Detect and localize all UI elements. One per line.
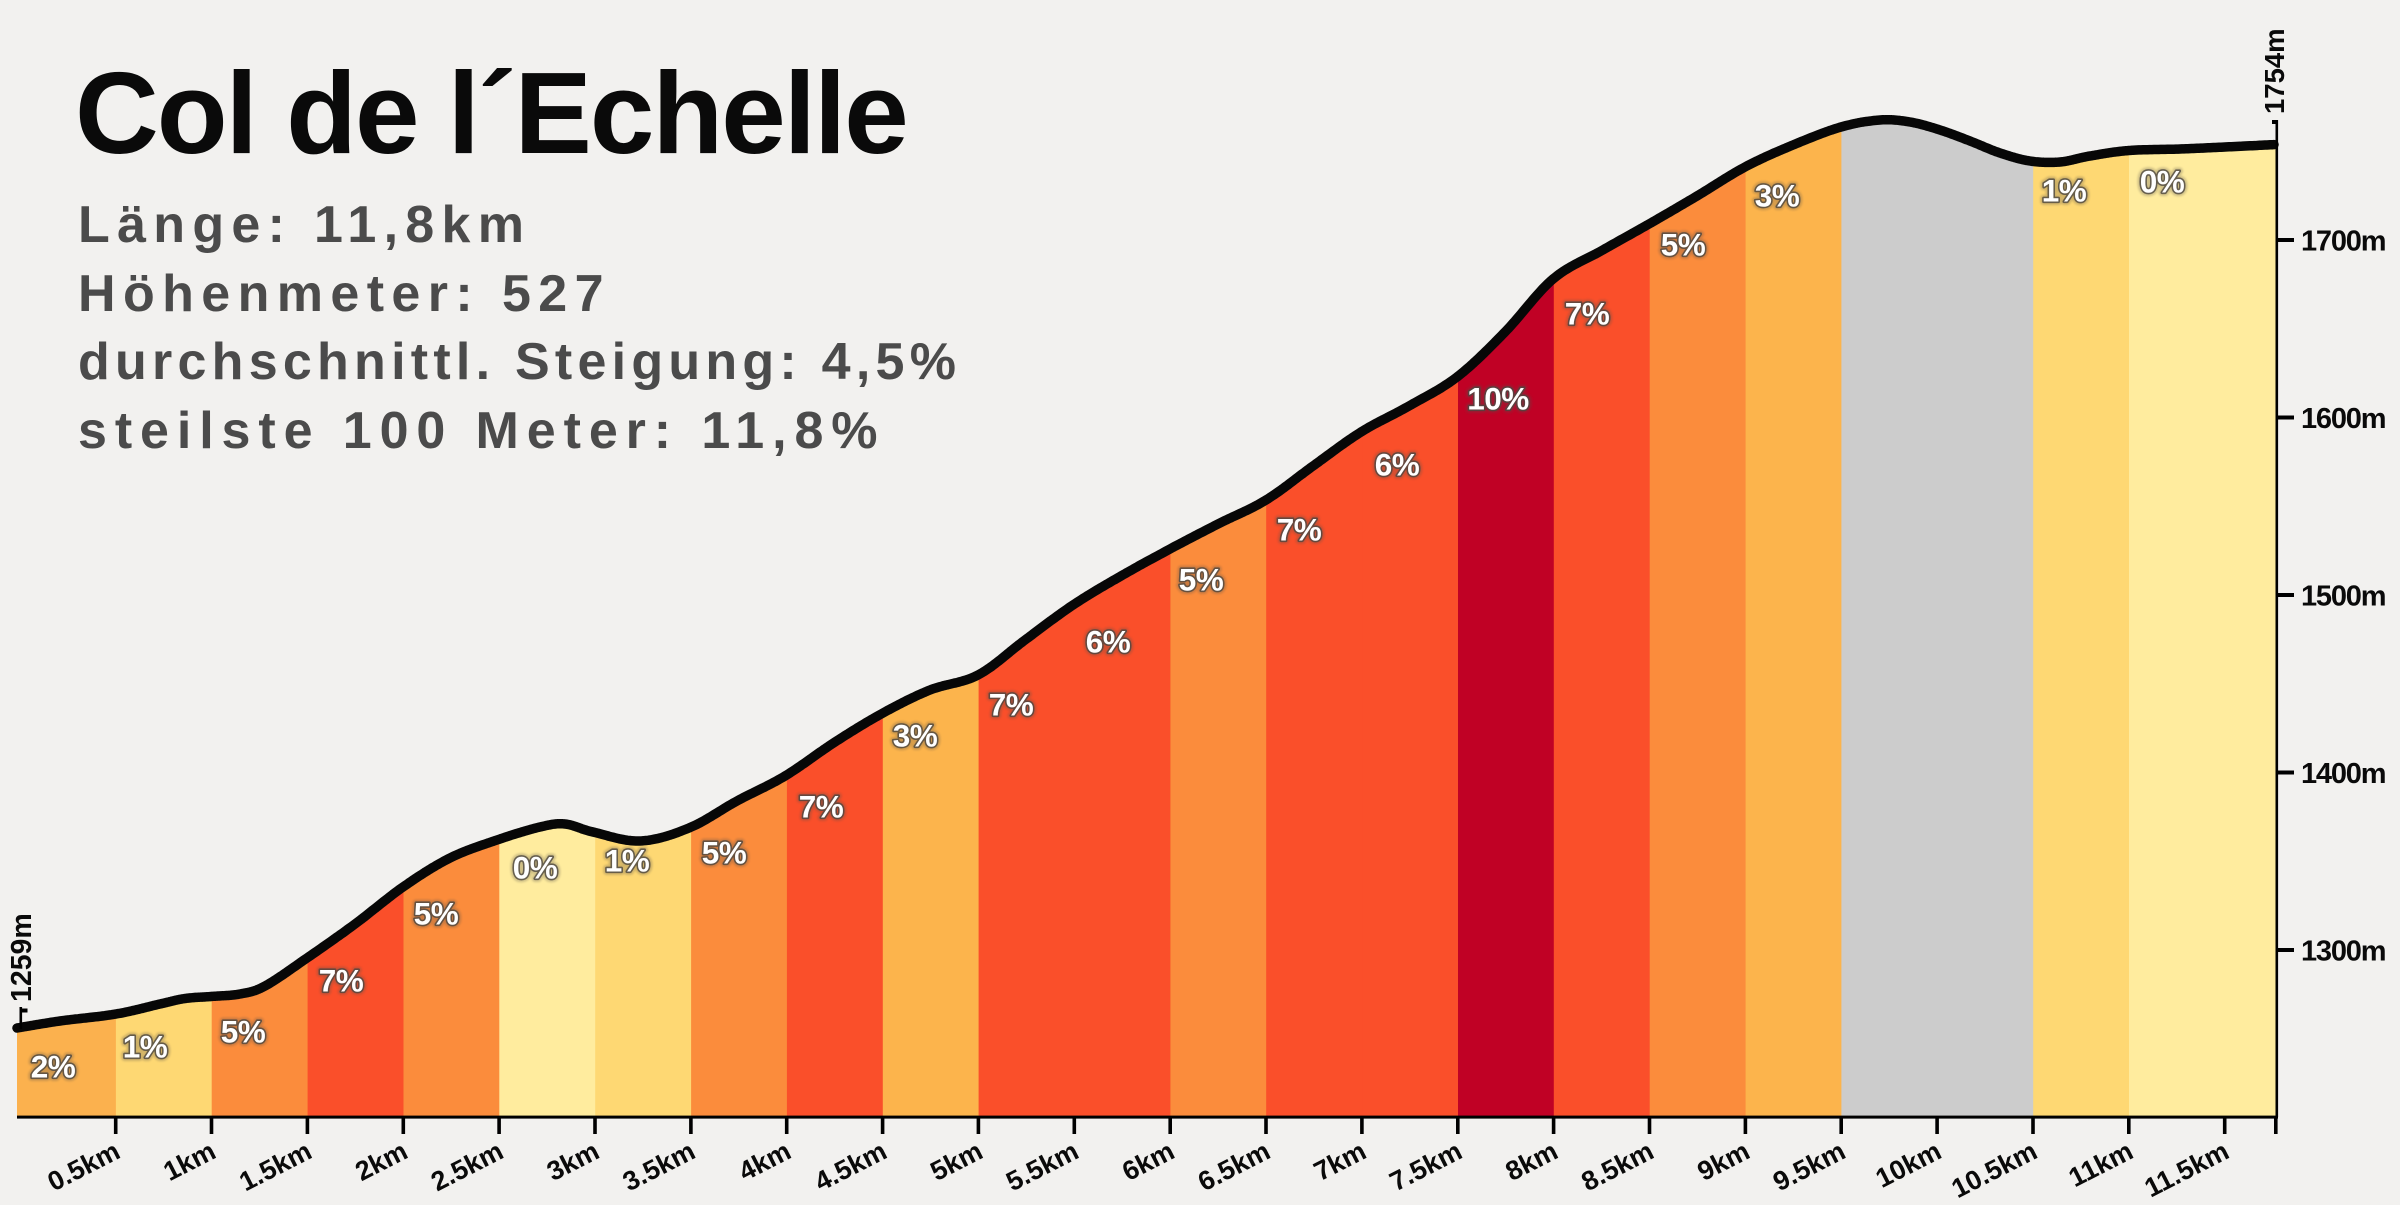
svg-text:5%: 5% <box>1179 562 1224 598</box>
svg-text:6%: 6% <box>1086 624 1131 660</box>
svg-text:3%: 3% <box>1755 178 1800 214</box>
svg-text:5%: 5% <box>1661 227 1706 263</box>
svg-text:8.5km: 8.5km <box>1577 1136 1659 1197</box>
svg-text:7%: 7% <box>989 687 1034 723</box>
svg-text:1%: 1% <box>605 843 650 879</box>
svg-text:1300m: 1300m <box>2301 936 2385 968</box>
svg-text:6.5km: 6.5km <box>1193 1136 1275 1197</box>
svg-text:5%: 5% <box>414 896 459 932</box>
svg-text:1700m: 1700m <box>2301 226 2385 258</box>
svg-text:1400m: 1400m <box>2301 758 2385 790</box>
svg-text:5%: 5% <box>1661 227 1706 263</box>
svg-text:0%: 0% <box>2140 164 2185 200</box>
svg-text:8km: 8km <box>1501 1136 1563 1187</box>
svg-text:3%: 3% <box>893 718 938 754</box>
svg-text:6%: 6% <box>1375 447 1420 483</box>
svg-text:7%: 7% <box>319 963 364 999</box>
svg-text:0%: 0% <box>513 850 558 886</box>
svg-text:Länge: 11,8km: Länge: 11,8km <box>78 196 531 254</box>
svg-text:1754m: 1754m <box>2259 28 2290 114</box>
svg-text:1259m: 1259m <box>6 913 38 1002</box>
svg-text:7%: 7% <box>1277 512 1322 548</box>
svg-text:steilste 100 Meter: 11,8%: steilste 100 Meter: 11,8% <box>78 402 885 460</box>
svg-text:Col de l´Echelle: Col de l´Echelle <box>75 48 907 178</box>
svg-text:1600m: 1600m <box>2301 403 2385 435</box>
svg-text:7.5km: 7.5km <box>1385 1136 1467 1197</box>
svg-text:11km: 11km <box>2064 1136 2138 1193</box>
svg-text:5%: 5% <box>221 1014 266 1050</box>
svg-text:3.5km: 3.5km <box>618 1136 700 1197</box>
svg-text:Höhenmeter: 527: Höhenmeter: 527 <box>78 265 611 323</box>
svg-text:7%: 7% <box>799 789 844 825</box>
svg-text:durchschnittl. Steigung: 4,5%: durchschnittl. Steigung: 4,5% <box>78 333 961 391</box>
svg-text:10km: 10km <box>1871 1136 1946 1194</box>
svg-text:6km: 6km <box>1117 1136 1179 1187</box>
svg-text:6%: 6% <box>1086 624 1131 660</box>
svg-text:2%: 2% <box>31 1049 76 1085</box>
svg-text:7%: 7% <box>319 963 364 999</box>
svg-text:5%: 5% <box>1179 562 1224 598</box>
svg-text:1%: 1% <box>123 1029 168 1065</box>
svg-text:10%: 10% <box>1467 381 1529 417</box>
svg-text:5%: 5% <box>702 835 747 871</box>
svg-text:9km: 9km <box>1693 1136 1755 1187</box>
svg-text:7%: 7% <box>799 789 844 825</box>
svg-text:0%: 0% <box>513 850 558 886</box>
svg-text:7%: 7% <box>1565 296 1610 332</box>
svg-text:1%: 1% <box>2042 173 2087 209</box>
svg-text:1%: 1% <box>605 843 650 879</box>
svg-text:7%: 7% <box>1277 512 1322 548</box>
svg-text:4.5km: 4.5km <box>810 1136 892 1197</box>
svg-text:0%: 0% <box>2140 164 2185 200</box>
svg-text:7%: 7% <box>989 687 1034 723</box>
svg-text:5%: 5% <box>414 896 459 932</box>
svg-text:3%: 3% <box>1755 178 1800 214</box>
svg-text:1500m: 1500m <box>2301 581 2385 613</box>
svg-text:2%: 2% <box>31 1049 76 1085</box>
svg-text:0%: 0% <box>2140 164 2185 200</box>
svg-text:5km: 5km <box>926 1136 988 1187</box>
svg-text:6%: 6% <box>1375 447 1420 483</box>
svg-text:1%: 1% <box>2042 173 2087 209</box>
svg-text:1%: 1% <box>123 1029 168 1065</box>
svg-text:2.5km: 2.5km <box>426 1136 508 1197</box>
svg-text:6%: 6% <box>1086 624 1131 660</box>
svg-text:1%: 1% <box>2042 173 2087 209</box>
svg-text:7%: 7% <box>1565 296 1610 332</box>
svg-text:7km: 7km <box>1309 1136 1371 1187</box>
svg-text:3%: 3% <box>1755 178 1800 214</box>
svg-text:11.5km: 11.5km <box>2140 1136 2234 1200</box>
svg-text:5%: 5% <box>1661 227 1706 263</box>
svg-text:4km: 4km <box>734 1136 796 1187</box>
svg-text:7%: 7% <box>989 687 1034 723</box>
svg-text:2km: 2km <box>350 1136 412 1187</box>
svg-text:5%: 5% <box>1179 562 1224 598</box>
svg-text:1km: 1km <box>159 1136 221 1187</box>
svg-text:10%: 10% <box>1467 381 1529 417</box>
svg-text:5.5km: 5.5km <box>1001 1136 1083 1197</box>
svg-text:7%: 7% <box>799 789 844 825</box>
svg-text:10.5km: 10.5km <box>1947 1136 2042 1200</box>
svg-text:1.5km: 1.5km <box>234 1136 316 1197</box>
svg-text:5%: 5% <box>702 835 747 871</box>
svg-text:3%: 3% <box>893 718 938 754</box>
svg-text:7%: 7% <box>1277 512 1322 548</box>
svg-text:0%: 0% <box>513 850 558 886</box>
svg-text:9.5km: 9.5km <box>1768 1136 1850 1197</box>
svg-text:5%: 5% <box>221 1014 266 1050</box>
svg-text:5%: 5% <box>221 1014 266 1050</box>
svg-text:7%: 7% <box>1565 296 1610 332</box>
svg-text:1%: 1% <box>123 1029 168 1065</box>
svg-text:5%: 5% <box>414 896 459 932</box>
svg-text:5%: 5% <box>702 835 747 871</box>
svg-text:2%: 2% <box>31 1049 76 1085</box>
svg-text:3%: 3% <box>893 718 938 754</box>
svg-text:3km: 3km <box>542 1136 604 1187</box>
svg-text:6%: 6% <box>1375 447 1420 483</box>
svg-text:10%: 10% <box>1467 381 1529 417</box>
svg-text:1%: 1% <box>605 843 650 879</box>
svg-text:7%: 7% <box>319 963 364 999</box>
svg-text:0.5km: 0.5km <box>43 1136 125 1197</box>
